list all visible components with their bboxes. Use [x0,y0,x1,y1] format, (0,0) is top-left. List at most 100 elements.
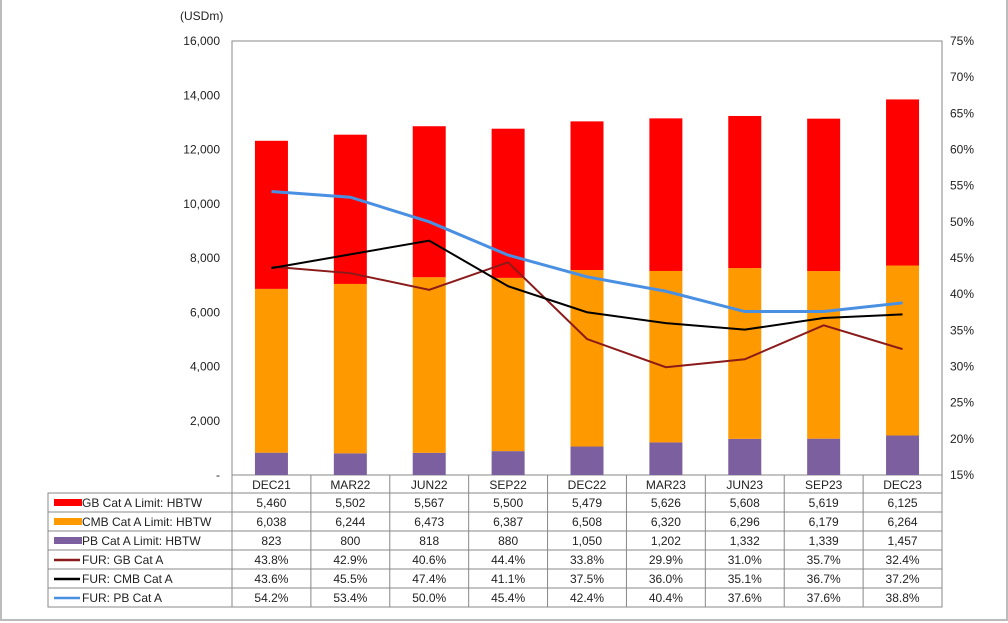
y-right-tick-label: 60% [950,143,974,157]
table-cell: 42.9% [333,553,367,567]
table-cell: 5,608 [730,496,760,510]
table-cell: 50.0% [412,591,446,605]
category-label: DEC23 [883,478,922,492]
bar-pb-mar23 [649,442,683,475]
bar-cmb-sep22 [491,277,525,452]
table-cell: 32.4% [886,553,920,567]
table-cell: 800 [340,534,360,548]
table-cell: 40.4% [649,591,683,605]
unit-label: (USDm) [180,9,223,23]
table-cell: 31.0% [728,553,762,567]
legend-label: PB Cat A Limit: HBTW [82,534,201,548]
y-left-tick-label: 8,000 [190,251,220,265]
bar-pb-mar22 [333,453,367,475]
y-left-tick-label: 10,000 [183,197,220,211]
category-label: JUN23 [726,478,763,492]
table-cell: 6,508 [572,515,602,529]
table-cell: 6,473 [414,515,444,529]
y-right-tick-label: 45% [950,251,974,265]
table-cell: 6,125 [888,496,918,510]
table-cell: 5,500 [493,496,523,510]
line-fur-gb-cat-a [271,261,903,369]
category-label: SEP22 [489,478,527,492]
table-cell: 42.4% [570,591,604,605]
y-right-tick-label: 15% [950,468,974,482]
y-right-tick-label: 50% [950,215,974,229]
legend-swatch [54,537,82,544]
bar-gb-dec21 [254,140,288,289]
category-label: SEP23 [805,478,843,492]
table-cell: 41.1% [491,572,525,586]
table-cell: 1,457 [888,534,918,548]
table-cell: 818 [419,534,439,548]
table-cell: 1,339 [809,534,839,548]
legend-label: GB Cat A Limit: HBTW [82,496,203,510]
table-cell: 53.4% [333,591,367,605]
table-cell: 5,502 [335,496,365,510]
legend-label: FUR: CMB Cat A [82,572,173,586]
table-cell: 6,264 [888,515,918,529]
table-cell: 5,460 [256,496,286,510]
legend-label: FUR: GB Cat A [82,553,163,567]
bar-cmb-sep23 [807,271,841,439]
bar-cmb-dec23 [886,265,920,436]
y-left-tick-label: 6,000 [190,305,220,319]
bar-cmb-dec21 [254,288,288,453]
bar-gb-dec22 [570,121,604,270]
y-left-tick-label: 12,000 [183,143,220,157]
table-cell: 6,244 [335,515,365,529]
bar-gb-mar23 [649,118,683,271]
table-cell: 36.7% [807,572,841,586]
bar-cmb-mar23 [649,270,683,443]
y-left-tick-label: 14,000 [183,88,220,102]
bar-gb-jun22 [412,126,446,278]
bar-gb-sep23 [807,118,841,272]
y-right-tick-label: 35% [950,323,974,337]
table-cell: 6,387 [493,515,523,529]
y-right-tick-label: 40% [950,287,974,301]
table-cell: 45.4% [491,591,525,605]
y-left-tick-label: - [216,468,220,482]
bar-pb-dec23 [886,435,920,475]
bar-gb-sep22 [491,128,525,278]
table-cell: 40.6% [412,553,446,567]
table-cell: 43.6% [254,572,288,586]
bar-cmb-dec22 [570,269,604,447]
table-cell: 47.4% [412,572,446,586]
category-label: DEC22 [568,478,607,492]
category-label: DEC21 [252,478,291,492]
y-left-tick-label: 2,000 [190,414,220,428]
y-left-tick-label: 4,000 [190,360,220,374]
table-cell: 35.1% [728,572,762,586]
table-cell: 45.5% [333,572,367,586]
bar-pb-dec22 [570,446,604,475]
y-right-tick-label: 75% [950,34,974,48]
table-cell: 1,202 [651,534,681,548]
table-cell: 5,479 [572,496,602,510]
y-left-tick-label: 16,000 [183,34,220,48]
table-cell: 1,332 [730,534,760,548]
table-cell: 29.9% [649,553,683,567]
table-cell: 44.4% [491,553,525,567]
y-right-tick-label: 25% [950,396,974,410]
bar-pb-dec21 [254,452,288,475]
table-cell: 823 [261,534,281,548]
bar-pb-jun23 [728,438,762,475]
legend-label: FUR: PB Cat A [82,591,162,605]
table-cell: 5,619 [809,496,839,510]
legend-swatch [54,518,82,525]
bar-gb-mar22 [333,134,367,284]
bar-gb-jun23 [728,115,762,269]
bar-gb-dec23 [886,99,920,266]
bar-pb-sep22 [491,451,525,475]
y-right-tick-label: 20% [950,432,974,446]
table-cell: 1,050 [572,534,602,548]
y-right-tick-label: 30% [950,360,974,374]
table-cell: 6,038 [256,515,286,529]
y-right-tick-label: 65% [950,106,974,120]
table-cell: 35.7% [807,553,841,567]
table-cell: 43.8% [254,553,288,567]
table-cell: 37.2% [886,572,920,586]
line-fur-pb-cat-a [271,189,903,314]
